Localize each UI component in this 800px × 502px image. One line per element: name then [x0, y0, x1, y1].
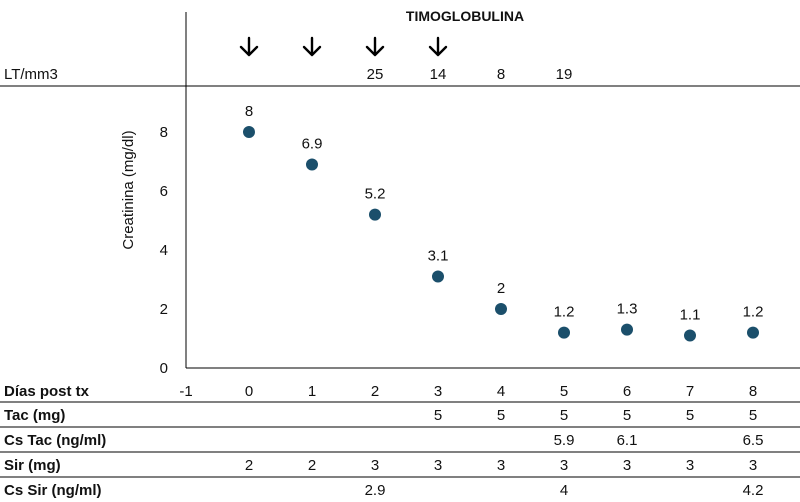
table-cell: 5 [434, 407, 442, 424]
table-cell: 3 [749, 457, 757, 474]
dose-arrow-icon [239, 36, 259, 57]
x-tick-label: 2 [371, 383, 379, 400]
table-cell: 6.1 [617, 432, 638, 449]
y-tick-label: 6 [160, 183, 168, 200]
lt-row-label: LT/mm3 [4, 66, 58, 83]
table-cell: 5 [560, 407, 568, 424]
data-label: 1.2 [743, 304, 764, 321]
data-point [684, 329, 696, 342]
data-label: 1.3 [617, 301, 638, 318]
table-row-label: Cs Sir (ng/ml) [4, 482, 102, 499]
table-row-label: Sir (mg) [4, 457, 61, 474]
data-label: 3.1 [428, 248, 449, 265]
data-point [432, 270, 444, 283]
dose-arrow-icon [365, 36, 385, 57]
x-tick-label: 7 [686, 383, 694, 400]
table-cell: 5 [497, 407, 505, 424]
y-tick-label: 4 [160, 242, 168, 259]
table-cell: 5 [686, 407, 694, 424]
table-cell: 5 [623, 407, 631, 424]
data-label: 1.2 [554, 304, 575, 321]
table-cell: 2 [245, 457, 253, 474]
dose-arrow-icon [428, 36, 448, 57]
x-tick-label: 1 [308, 383, 316, 400]
data-label: 8 [245, 103, 253, 120]
chart-title: TIMOGLOBULINA [406, 8, 524, 24]
lt-value: 8 [497, 66, 505, 83]
chart-marks: 0 2 4 6 8 -1 0 1 2 3 4 5 6 7 8 8 6.9 5.2 3.1 2 1.2 1.3 1.1 1.2 2… [0, 36, 800, 499]
data-point [306, 158, 318, 171]
x-tick-label: 4 [497, 383, 505, 400]
x-axis-header-label: Días post tx [4, 383, 90, 400]
x-tick-label: 0 [245, 383, 253, 400]
table-cell: 5.9 [554, 432, 575, 449]
table-cell: 3 [371, 457, 379, 474]
table-cell: 4.2 [743, 482, 764, 499]
data-label: 6.9 [302, 135, 323, 152]
table-cell: 3 [497, 457, 505, 474]
dose-arrow-icon [302, 36, 322, 57]
table-cell: 2.9 [365, 482, 386, 499]
lt-value: 19 [556, 66, 573, 83]
table-cell: 3 [560, 457, 568, 474]
data-point [495, 303, 507, 315]
table-cell: 3 [623, 457, 631, 474]
table-cell: 3 [434, 457, 442, 474]
x-tick-label: 3 [434, 383, 442, 400]
y-tick-label: 0 [160, 360, 168, 377]
table-cell: 5 [749, 407, 757, 424]
x-tick-label: 8 [749, 383, 757, 400]
table-cell: 6.5 [743, 432, 764, 449]
y-axis-label: Creatinina (mg/dl) [120, 130, 137, 249]
lt-value: 25 [367, 66, 384, 83]
table-cell: 3 [686, 457, 694, 474]
data-point [558, 326, 570, 339]
data-point [621, 323, 633, 336]
data-label: 1.1 [680, 307, 701, 324]
table-cell: 4 [560, 482, 568, 499]
y-tick-label: 2 [160, 301, 168, 318]
x-tick-label: 6 [623, 383, 631, 400]
table-cell: 2 [308, 457, 316, 474]
data-point [747, 326, 759, 339]
data-label: 5.2 [365, 186, 386, 203]
table-row-label: Cs Tac (ng/ml) [4, 432, 106, 449]
data-point [369, 208, 381, 221]
x-tick-label: -1 [179, 383, 192, 400]
y-tick-label: 8 [160, 124, 168, 141]
data-point [243, 126, 255, 138]
lt-value: 14 [430, 66, 447, 83]
x-tick-label: 5 [560, 383, 568, 400]
table-row-label: Tac (mg) [4, 407, 65, 424]
data-label: 2 [497, 280, 505, 297]
